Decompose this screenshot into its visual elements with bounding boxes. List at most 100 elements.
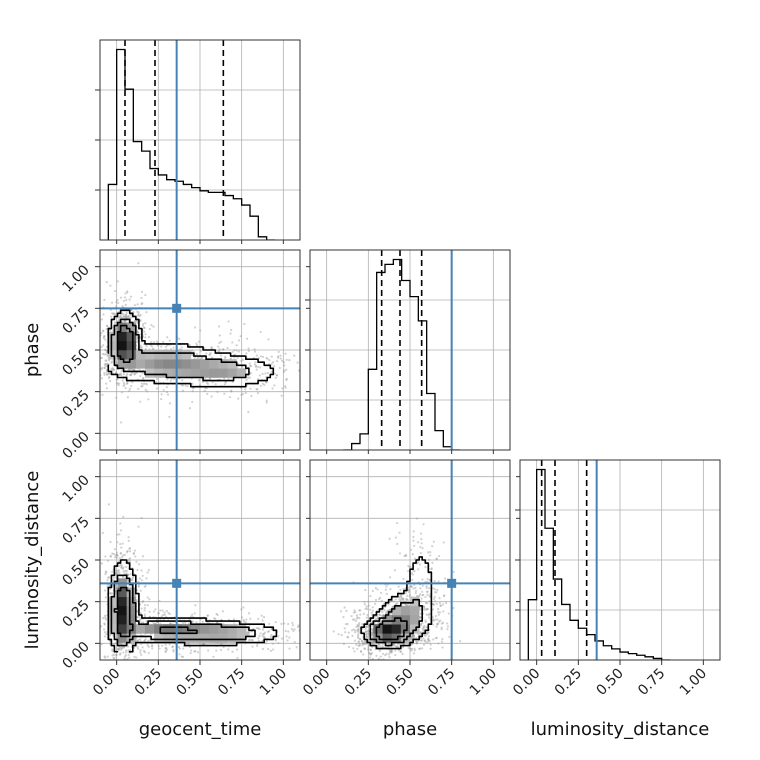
sample-point: [422, 523, 425, 526]
sample-point: [147, 645, 150, 648]
sample-point: [261, 382, 264, 385]
sample-point: [357, 641, 360, 644]
sample-point: [191, 620, 195, 623]
sample-point: [114, 642, 117, 645]
sample-point: [127, 536, 130, 539]
sample-point: [285, 377, 288, 381]
sample-point: [122, 651, 125, 654]
sample-point: [377, 643, 380, 646]
sample-point: [122, 684, 124, 686]
sample-point: [122, 554, 125, 557]
sample-point: [144, 294, 147, 297]
sample-point: [369, 653, 373, 656]
density-bin: [391, 624, 402, 634]
sample-point: [365, 634, 368, 637]
sample-point: [371, 657, 374, 660]
sample-point: [115, 653, 118, 656]
sample-point: [106, 362, 109, 365]
sample-point: [413, 669, 415, 671]
density-bin: [117, 587, 127, 597]
sample-point: [363, 647, 366, 650]
sample-point: [422, 643, 426, 647]
sample-point: [435, 557, 438, 560]
sample-point: [103, 348, 107, 351]
sample-point: [197, 379, 201, 382]
sample-point: [364, 625, 367, 628]
sample-point: [105, 281, 108, 284]
sample-point: [129, 373, 132, 376]
sample-point: [435, 602, 438, 605]
sample-point: [248, 376, 251, 379]
sample-point: [172, 648, 175, 651]
sample-point: [370, 632, 373, 635]
sample-point: [158, 647, 161, 650]
sample-point: [100, 332, 103, 335]
sample-point: [270, 370, 273, 374]
sample-point: [152, 622, 155, 625]
sample-point: [109, 633, 112, 637]
sample-point: [154, 380, 157, 384]
sample-point: [267, 630, 271, 633]
sample-point: [281, 387, 284, 390]
sample-point: [78, 633, 80, 635]
sample-point: [365, 630, 368, 633]
sample-point: [409, 637, 413, 640]
sample-point: [424, 601, 428, 605]
density-bin: [117, 322, 127, 332]
sample-point: [117, 565, 121, 568]
sample-point: [94, 363, 96, 365]
sample-point: [371, 634, 374, 637]
sample-point: [100, 366, 104, 370]
sample-point: [157, 612, 160, 615]
sample-point: [125, 382, 129, 385]
sample-point: [111, 367, 114, 370]
sample-point: [400, 594, 403, 598]
sample-point: [166, 393, 170, 396]
sample-point: [189, 615, 193, 618]
sample-point: [355, 614, 359, 617]
sample-point: [295, 646, 298, 649]
density-bin: [108, 615, 118, 625]
sample-point: [110, 361, 113, 364]
density-bin: [410, 596, 420, 607]
sample-point: [126, 665, 128, 667]
contour-level-2: [369, 598, 423, 647]
sample-point: [215, 612, 218, 616]
density-bin: [126, 605, 137, 616]
y-axis-label-luminosity_distance: luminosity_distance: [22, 471, 43, 650]
sample-point: [97, 365, 99, 367]
sample-point: [334, 640, 336, 642]
sample-point: [171, 645, 174, 649]
sample-point: [141, 384, 144, 388]
density-bin: [400, 624, 411, 634]
sample-point: [143, 603, 147, 607]
sample-point: [101, 352, 105, 355]
sample-point: [362, 643, 365, 646]
sample-point: [264, 372, 267, 375]
sample-point: [109, 592, 112, 595]
sample-point: [387, 653, 391, 656]
sample-point: [402, 597, 405, 600]
density-bin: [209, 359, 219, 369]
sample-point: [140, 569, 143, 572]
sample-point: [268, 359, 271, 362]
sample-point: [235, 344, 238, 347]
sample-point: [364, 588, 367, 592]
sample-point: [125, 374, 128, 377]
sample-point: [375, 654, 378, 657]
sample-point: [145, 577, 148, 580]
sample-point: [270, 628, 273, 631]
sample-point: [105, 373, 109, 376]
sample-point: [87, 626, 89, 628]
sample-point: [442, 594, 445, 598]
sample-point: [113, 323, 116, 326]
sample-point: [94, 353, 96, 355]
sample-point: [273, 384, 276, 387]
sample-point: [123, 319, 126, 322]
sample-point: [120, 391, 124, 394]
sample-point: [128, 387, 131, 390]
sample-point: [433, 580, 436, 583]
sample-point: [143, 639, 146, 642]
sample-point: [136, 329, 139, 332]
sample-point: [367, 629, 370, 632]
